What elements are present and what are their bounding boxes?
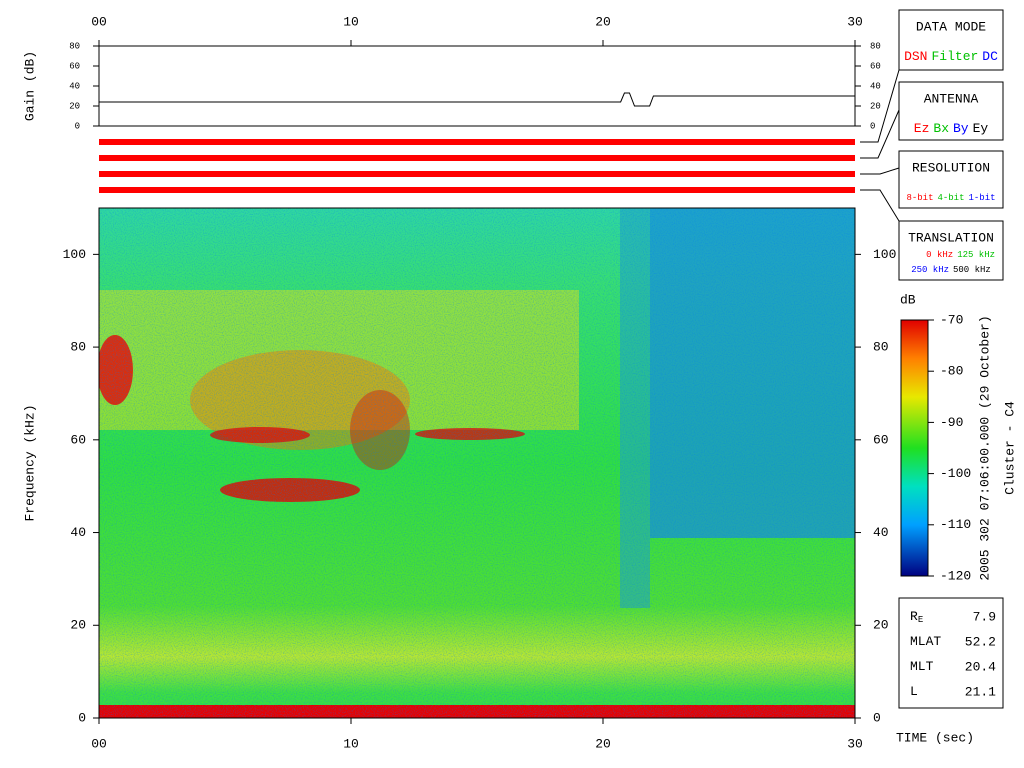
gain-line [99, 92, 855, 107]
y-tick-label-right: 40 [870, 81, 881, 91]
gain-label: Gain (dB) [22, 51, 37, 121]
panel-item: 500 kHz [953, 265, 991, 275]
plot-frame [98, 207, 856, 719]
panel-item: DC [982, 49, 998, 64]
colorbar-tick-label: -120 [940, 568, 971, 583]
panel-title: ANTENNA [924, 91, 979, 106]
y-tick-label: 0 [78, 710, 86, 725]
panel-item: 250 kHz [911, 265, 949, 275]
y-tick-label-right: 80 [873, 340, 889, 355]
y-tick-label: 80 [69, 41, 80, 51]
y-tick-label: 80 [70, 340, 86, 355]
info-value: 20.4 [965, 659, 996, 674]
info-label-text: MLAT [910, 634, 941, 649]
colorbar-tick-label: -100 [940, 466, 971, 481]
y-tick-label: 60 [70, 432, 86, 447]
panel-items: 0 kHz 125 kHz [926, 250, 995, 260]
y-tick-label-right: 60 [873, 432, 889, 447]
panel-title: RESOLUTION [912, 160, 990, 175]
info-label-text: L [910, 684, 918, 699]
x-tick-label: 20 [595, 14, 611, 29]
freq-label: Frequency (kHz) [22, 404, 37, 521]
x-tick-label: 30 [847, 736, 863, 751]
y-tick-label: 20 [69, 101, 80, 111]
panel-item: Ey [973, 121, 989, 136]
legend-panel [898, 81, 1004, 141]
x-tick-label: 10 [343, 14, 359, 29]
panel-item: Ez [914, 121, 930, 136]
info-label: L [910, 684, 918, 699]
panel-title: DATA MODE [916, 19, 986, 34]
info-label-sub: E [918, 615, 923, 625]
info-value: 52.2 [965, 634, 996, 649]
colorbar-tick-label: -80 [940, 364, 963, 379]
legend-panel [898, 150, 1004, 209]
y-tick-label: 60 [69, 61, 80, 71]
panel-title: TRANSLATION [908, 230, 994, 245]
panel-item: 8-bit [906, 193, 933, 203]
x-tick-label: 10 [343, 736, 359, 751]
panel-item: By [953, 121, 969, 136]
panel-item: 1-bit [969, 193, 996, 203]
legend-panel [898, 9, 1004, 71]
panel-items: 250 kHz 500 kHz [911, 265, 991, 275]
info-box [898, 597, 1004, 709]
colorbar-label: dB [900, 292, 916, 307]
y-tick-label-right: 100 [873, 247, 896, 262]
date-annotation: 2005 302 07:06:00.000 (29 October) [977, 315, 992, 580]
colorbar-tick-label: -110 [940, 517, 971, 532]
info-label-text: MLT [910, 659, 934, 674]
y-tick-label-right: 20 [870, 101, 881, 111]
connectors [860, 69, 900, 222]
x-tick-label: 20 [595, 736, 611, 751]
legend-panel [898, 220, 1004, 281]
info-value: 7.9 [973, 609, 996, 624]
panel-items: Ez Bx By Ey [914, 121, 989, 136]
y-tick-label-right: 40 [873, 525, 889, 540]
y-tick-label: 100 [63, 247, 86, 262]
info-label-text: R [910, 609, 918, 624]
y-tick-label: 40 [69, 81, 80, 91]
panel-items: DSN Filter DC [904, 49, 998, 64]
time-label: TIME (sec) [896, 730, 974, 745]
colorbar-tick-label: -70 [940, 312, 963, 327]
x-tick-label: 30 [847, 14, 863, 29]
panel-item: Bx [933, 121, 949, 136]
y-tick-label: 0 [75, 121, 80, 131]
spacecraft-annotation: Cluster - C4 [1002, 401, 1017, 495]
y-tick-label-right: 20 [873, 618, 889, 633]
gain-frame [98, 45, 856, 127]
panel-item: 125 kHz [957, 250, 995, 260]
y-tick-label: 40 [70, 525, 86, 540]
panel-item: 0 kHz [926, 250, 953, 260]
info-value: 21.1 [965, 684, 996, 699]
info-label: MLAT [910, 634, 941, 649]
info-label: RE [910, 609, 923, 625]
panel-items: 8-bit 4-bit 1-bit [906, 193, 995, 203]
y-tick-label-right: 60 [870, 61, 881, 71]
y-tick-label-right: 0 [873, 710, 881, 725]
x-tick-label: 00 [91, 736, 107, 751]
colorbar [900, 319, 929, 577]
panel-item: Filter [931, 49, 978, 64]
x-tick-label: 00 [91, 14, 107, 29]
info-label: MLT [910, 659, 934, 674]
colorbar-tick-label: -90 [940, 415, 963, 430]
mode-bars [99, 139, 855, 193]
y-tick-label: 20 [70, 618, 86, 633]
panel-item: DSN [904, 49, 927, 64]
y-tick-label-right: 0 [870, 121, 875, 131]
panel-item: 4-bit [937, 193, 964, 203]
y-tick-label-right: 80 [870, 41, 881, 51]
spectrogram [99, 208, 855, 718]
